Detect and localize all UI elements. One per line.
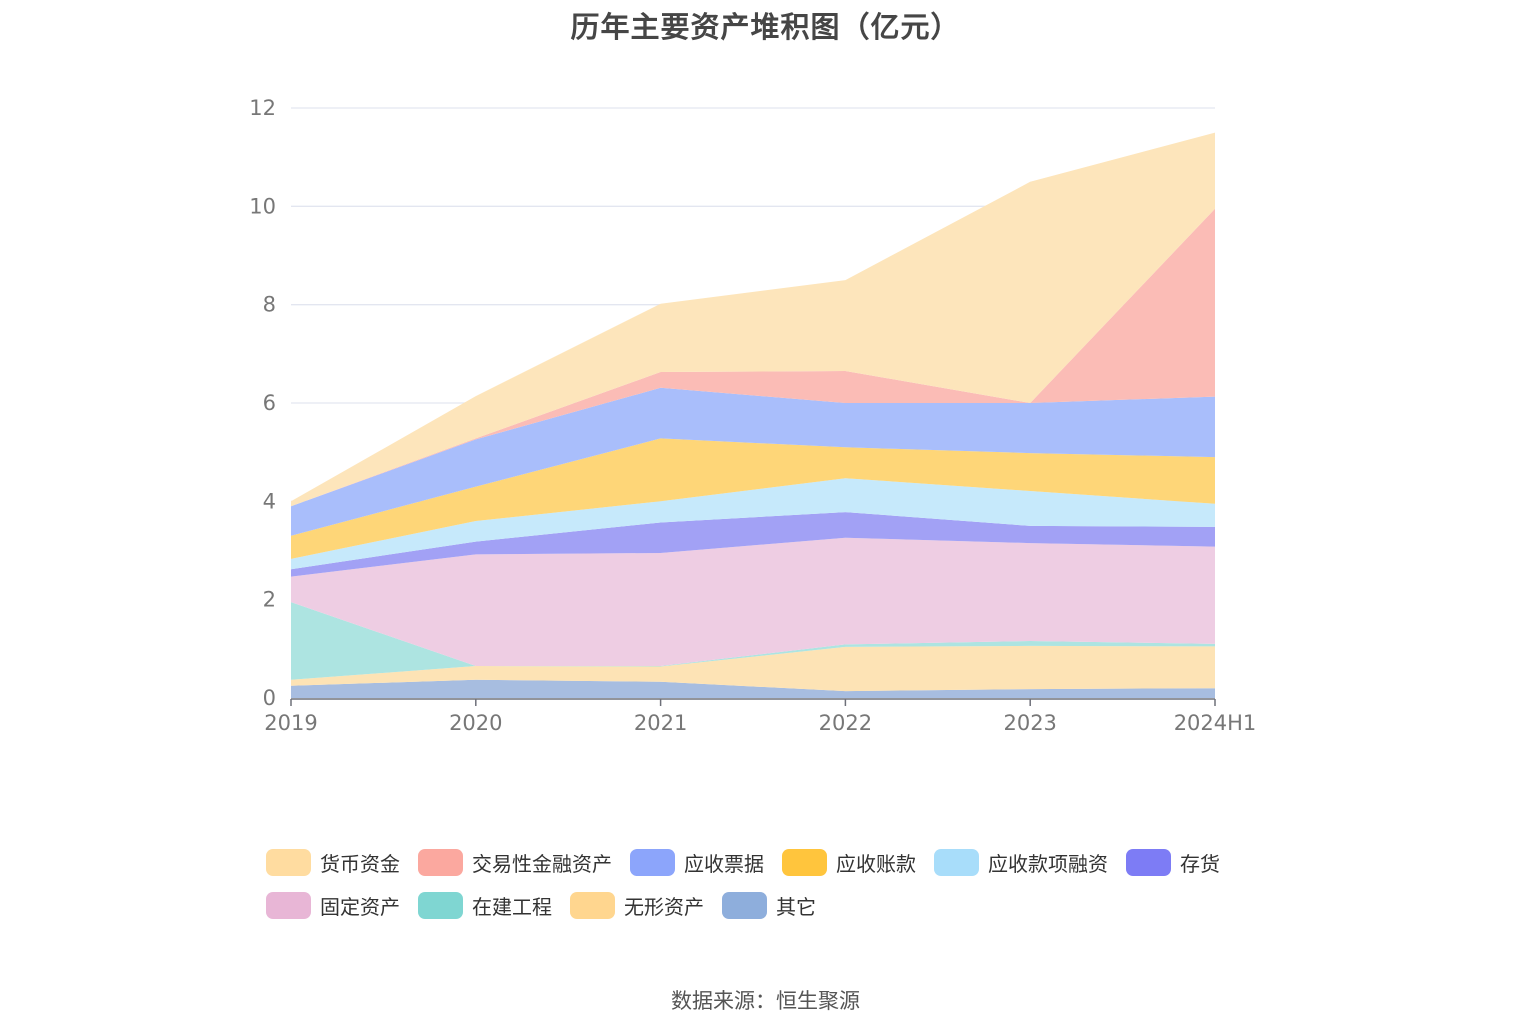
legend-label: 无形资产 (624, 894, 704, 919)
legend-label: 其它 (776, 894, 816, 919)
legend-item[interactable]: 应收票据 (630, 847, 764, 877)
y-tick-label: 10 (249, 194, 276, 218)
x-tick-label: 2020 (449, 711, 502, 735)
legend-swatch (570, 891, 615, 919)
legend-label: 货币资金 (320, 851, 400, 876)
y-tick-label: 6 (263, 391, 276, 415)
data-source: 数据来源：恒生聚源 (671, 989, 860, 1013)
x-tick-label: 2021 (634, 711, 687, 735)
legend-item[interactable]: 存货 (1126, 847, 1220, 877)
y-tick-label: 12 (249, 96, 276, 120)
legend-item[interactable]: 无形资产 (570, 890, 704, 920)
legend-item[interactable]: 应收账款 (782, 847, 916, 877)
legend-label: 交易性金融资产 (472, 851, 612, 876)
area-series-4 (291, 512, 1215, 577)
legend-swatch (722, 891, 767, 919)
legend-swatch (418, 891, 463, 919)
legend-label: 在建工程 (472, 894, 552, 919)
legend-label: 应收账款 (836, 851, 916, 876)
x-tick-label: 2023 (1003, 711, 1056, 735)
y-tick-label: 0 (263, 686, 276, 710)
legend-item[interactable]: 固定资产 (266, 890, 400, 920)
y-tick-label: 4 (263, 489, 276, 513)
legend-label: 应收款项融资 (988, 851, 1108, 876)
area-series-5 (291, 478, 1215, 570)
legend-swatch (1126, 848, 1171, 876)
legend-swatch (934, 848, 979, 876)
legend-item[interactable]: 在建工程 (418, 890, 552, 920)
chart-title: 历年主要资产堆积图（亿元） (570, 10, 961, 44)
legend-swatch (418, 848, 463, 876)
area-series-9 (291, 132, 1215, 507)
area-series-0 (291, 679, 1215, 698)
legend-label: 应收票据 (684, 851, 764, 876)
x-tick-label: 2022 (819, 711, 872, 735)
legend-item[interactable]: 交易性金融资产 (418, 847, 612, 877)
legend-swatch (266, 891, 311, 919)
area-series-7 (291, 387, 1215, 536)
legend-item[interactable]: 应收款项融资 (934, 847, 1108, 877)
axes: 0 2 4 6 8 10 12 2019 2020 2021 2022 2023 2024H1 (249, 96, 1256, 735)
y-tick-label: 8 (263, 293, 276, 317)
legend-swatch (782, 848, 827, 876)
legend-swatch (630, 848, 675, 876)
legend: 货币资金 交易性金融资产 应收票据 应收账款 应收款项融资 存货固定资产 在建工程 无形资产 其… (266, 847, 1296, 920)
x-tick-label: 2024H1 (1174, 711, 1257, 735)
area-series-1 (291, 645, 1215, 692)
x-tick-label: 2019 (264, 711, 317, 735)
area-series-6 (291, 438, 1215, 559)
y-tick-label: 2 (263, 588, 276, 612)
legend-label: 固定资产 (320, 894, 400, 919)
area-series-2 (291, 602, 1215, 680)
legend-label: 存货 (1180, 851, 1220, 876)
legend-item[interactable]: 其它 (722, 890, 816, 920)
legend-swatch (266, 848, 311, 876)
area-series-3 (291, 537, 1215, 666)
area-series (291, 132, 1215, 698)
legend-item[interactable]: 货币资金 (266, 847, 400, 877)
